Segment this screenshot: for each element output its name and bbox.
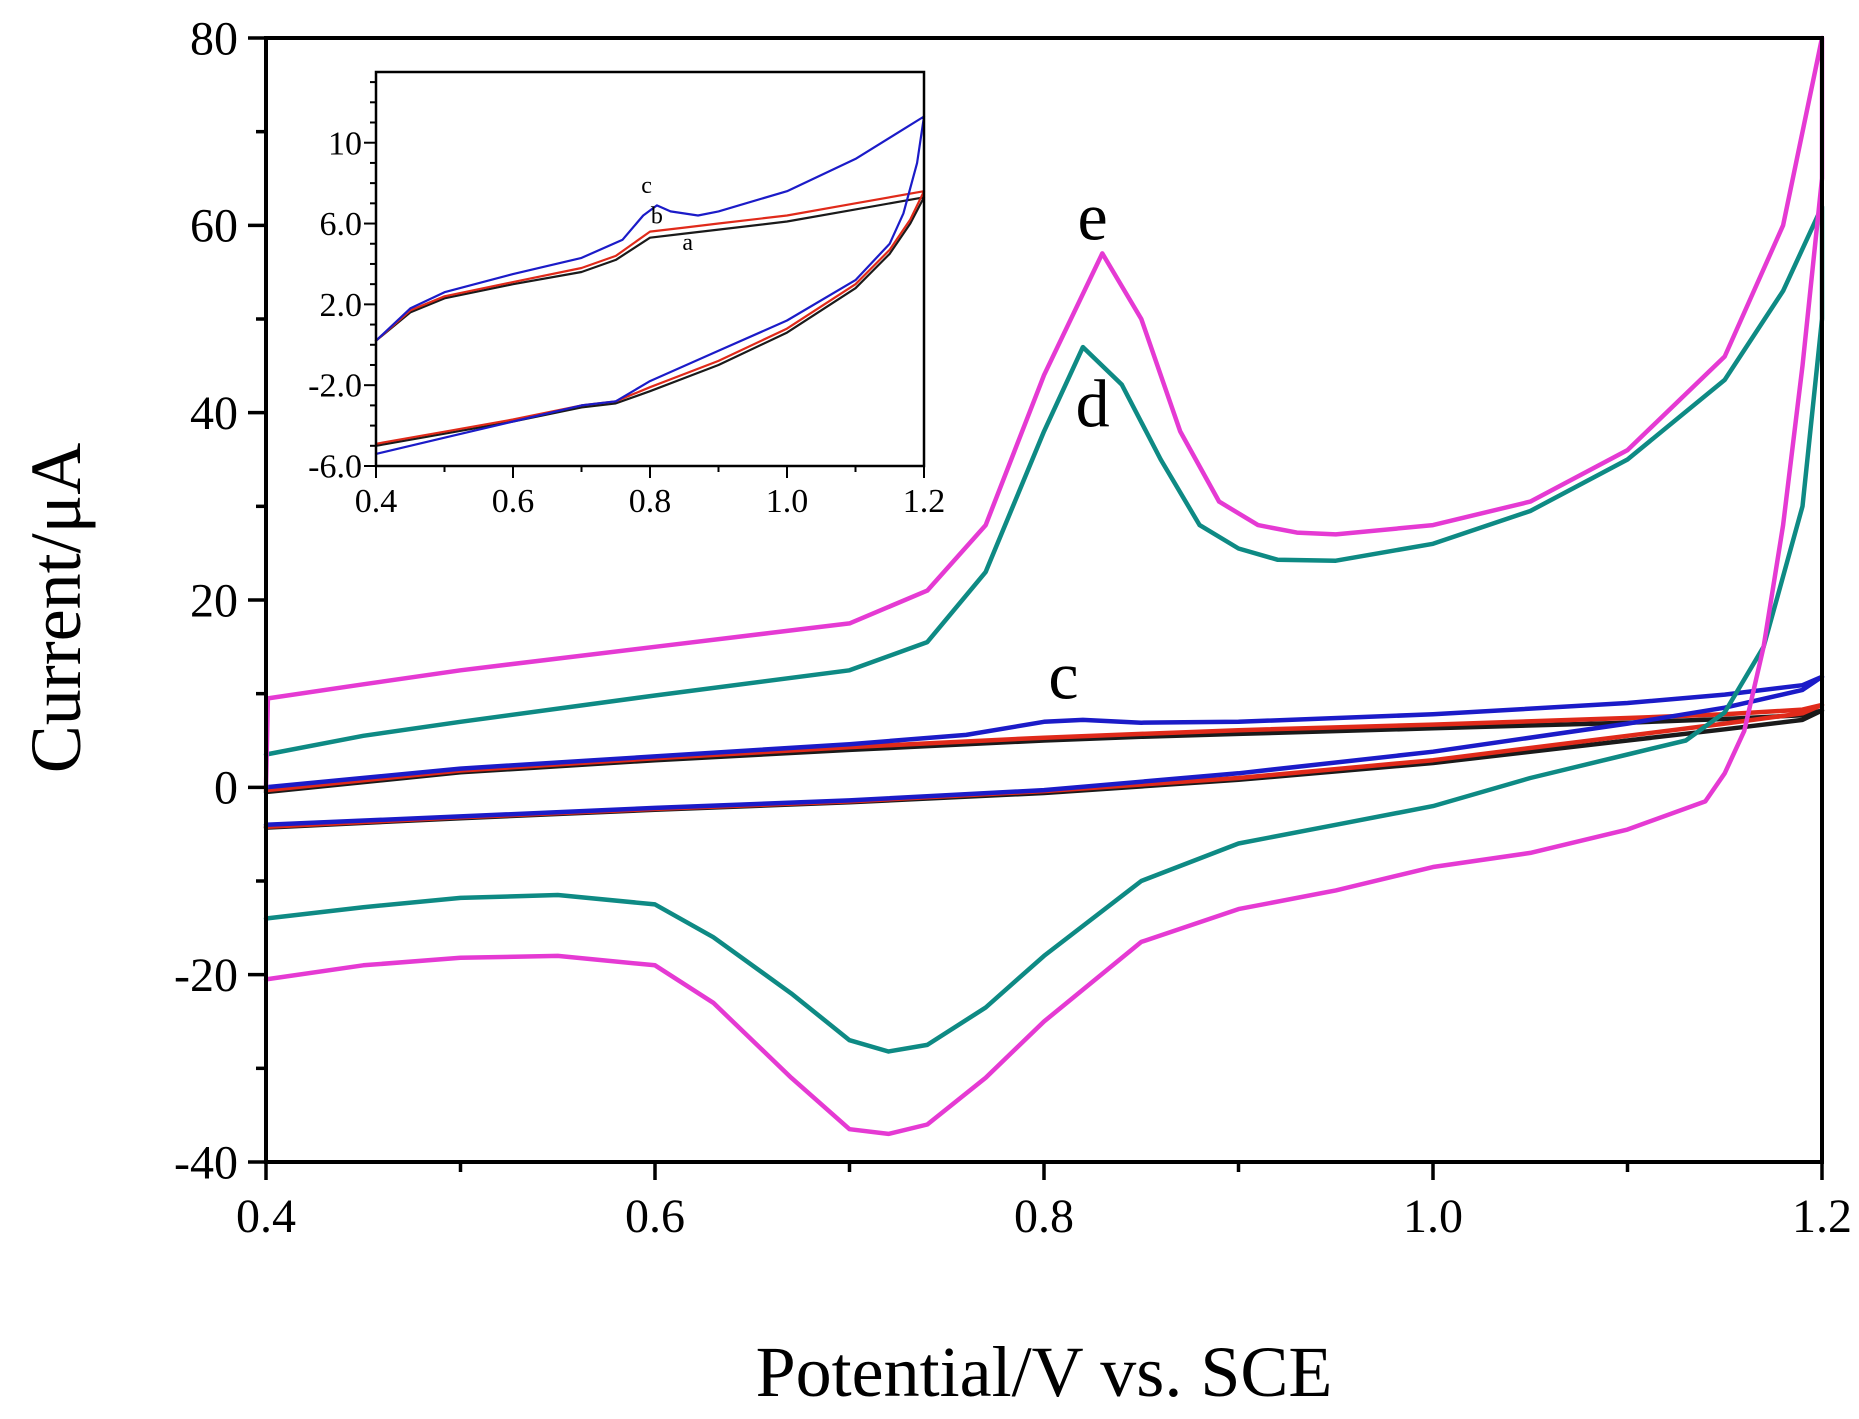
main-series-d-line [263, 204, 1825, 1054]
inset-y-tick-label: -6.0 [308, 449, 362, 486]
inset-x-tick-label: 1.2 [903, 483, 946, 520]
main-curve-label-c: c [1048, 637, 1078, 713]
inset-axis-ticks: 0.4 0.6 0.8 1.0 1.2 -6.0 -2.0 2.0 6.0 10 [308, 81, 946, 520]
main-y-tick-label: -20 [174, 949, 238, 1002]
x-axis-title: Potential/V vs. SCE [756, 1332, 1333, 1412]
main-axis-ticks: 0.4 0.6 0.8 1.0 1.2 -40 -20 0 20 40 60 80 [174, 12, 1852, 1243]
inset-y-tick-label: 2.0 [320, 287, 363, 324]
inset-y-tick-label: 6.0 [320, 206, 363, 243]
main-y-tick-label: 20 [190, 574, 238, 627]
inset-y-tick-label: 10 [328, 125, 362, 162]
main-y-tick-label: 60 [190, 200, 238, 253]
main-x-tick-label: 0.6 [625, 1190, 685, 1243]
inset-curve-label-a: a [682, 230, 693, 256]
main-series-group [263, 35, 1825, 1137]
inset-x-tick-label: 0.4 [355, 483, 398, 520]
main-curve-label-e: e [1078, 178, 1108, 254]
inset-series-c-line [374, 115, 926, 455]
inset-curve-label-c: c [641, 173, 652, 199]
main-y-tick-label: 80 [190, 12, 238, 65]
main-x-tick-label: 1.0 [1403, 1190, 1463, 1243]
inset-background [376, 72, 924, 466]
inset-y-tick-label: -2.0 [308, 368, 362, 405]
main-series-e-line [263, 35, 1825, 1137]
inset-curve-labels: cba [641, 173, 693, 256]
main-curve-labels: e d c [1048, 178, 1109, 713]
main-y-tick-label: -40 [174, 1136, 238, 1189]
y-axis-title: Current/μA [16, 443, 96, 774]
main-x-tick-label: 1.2 [1792, 1190, 1852, 1243]
main-x-tick-label: 0.8 [1014, 1190, 1074, 1243]
main-y-tick-label: 40 [190, 387, 238, 440]
inset-curve-label-b: b [651, 204, 663, 230]
inset-x-tick-label: 1.0 [766, 483, 809, 520]
main-curve-label-d: d [1076, 366, 1110, 442]
main-x-tick-label: 0.4 [236, 1190, 296, 1243]
inset-x-tick-label: 0.8 [629, 483, 672, 520]
main-series-c-line [263, 674, 1825, 828]
inset-x-tick-label: 0.6 [492, 483, 535, 520]
main-y-tick-label: 0 [214, 762, 238, 815]
